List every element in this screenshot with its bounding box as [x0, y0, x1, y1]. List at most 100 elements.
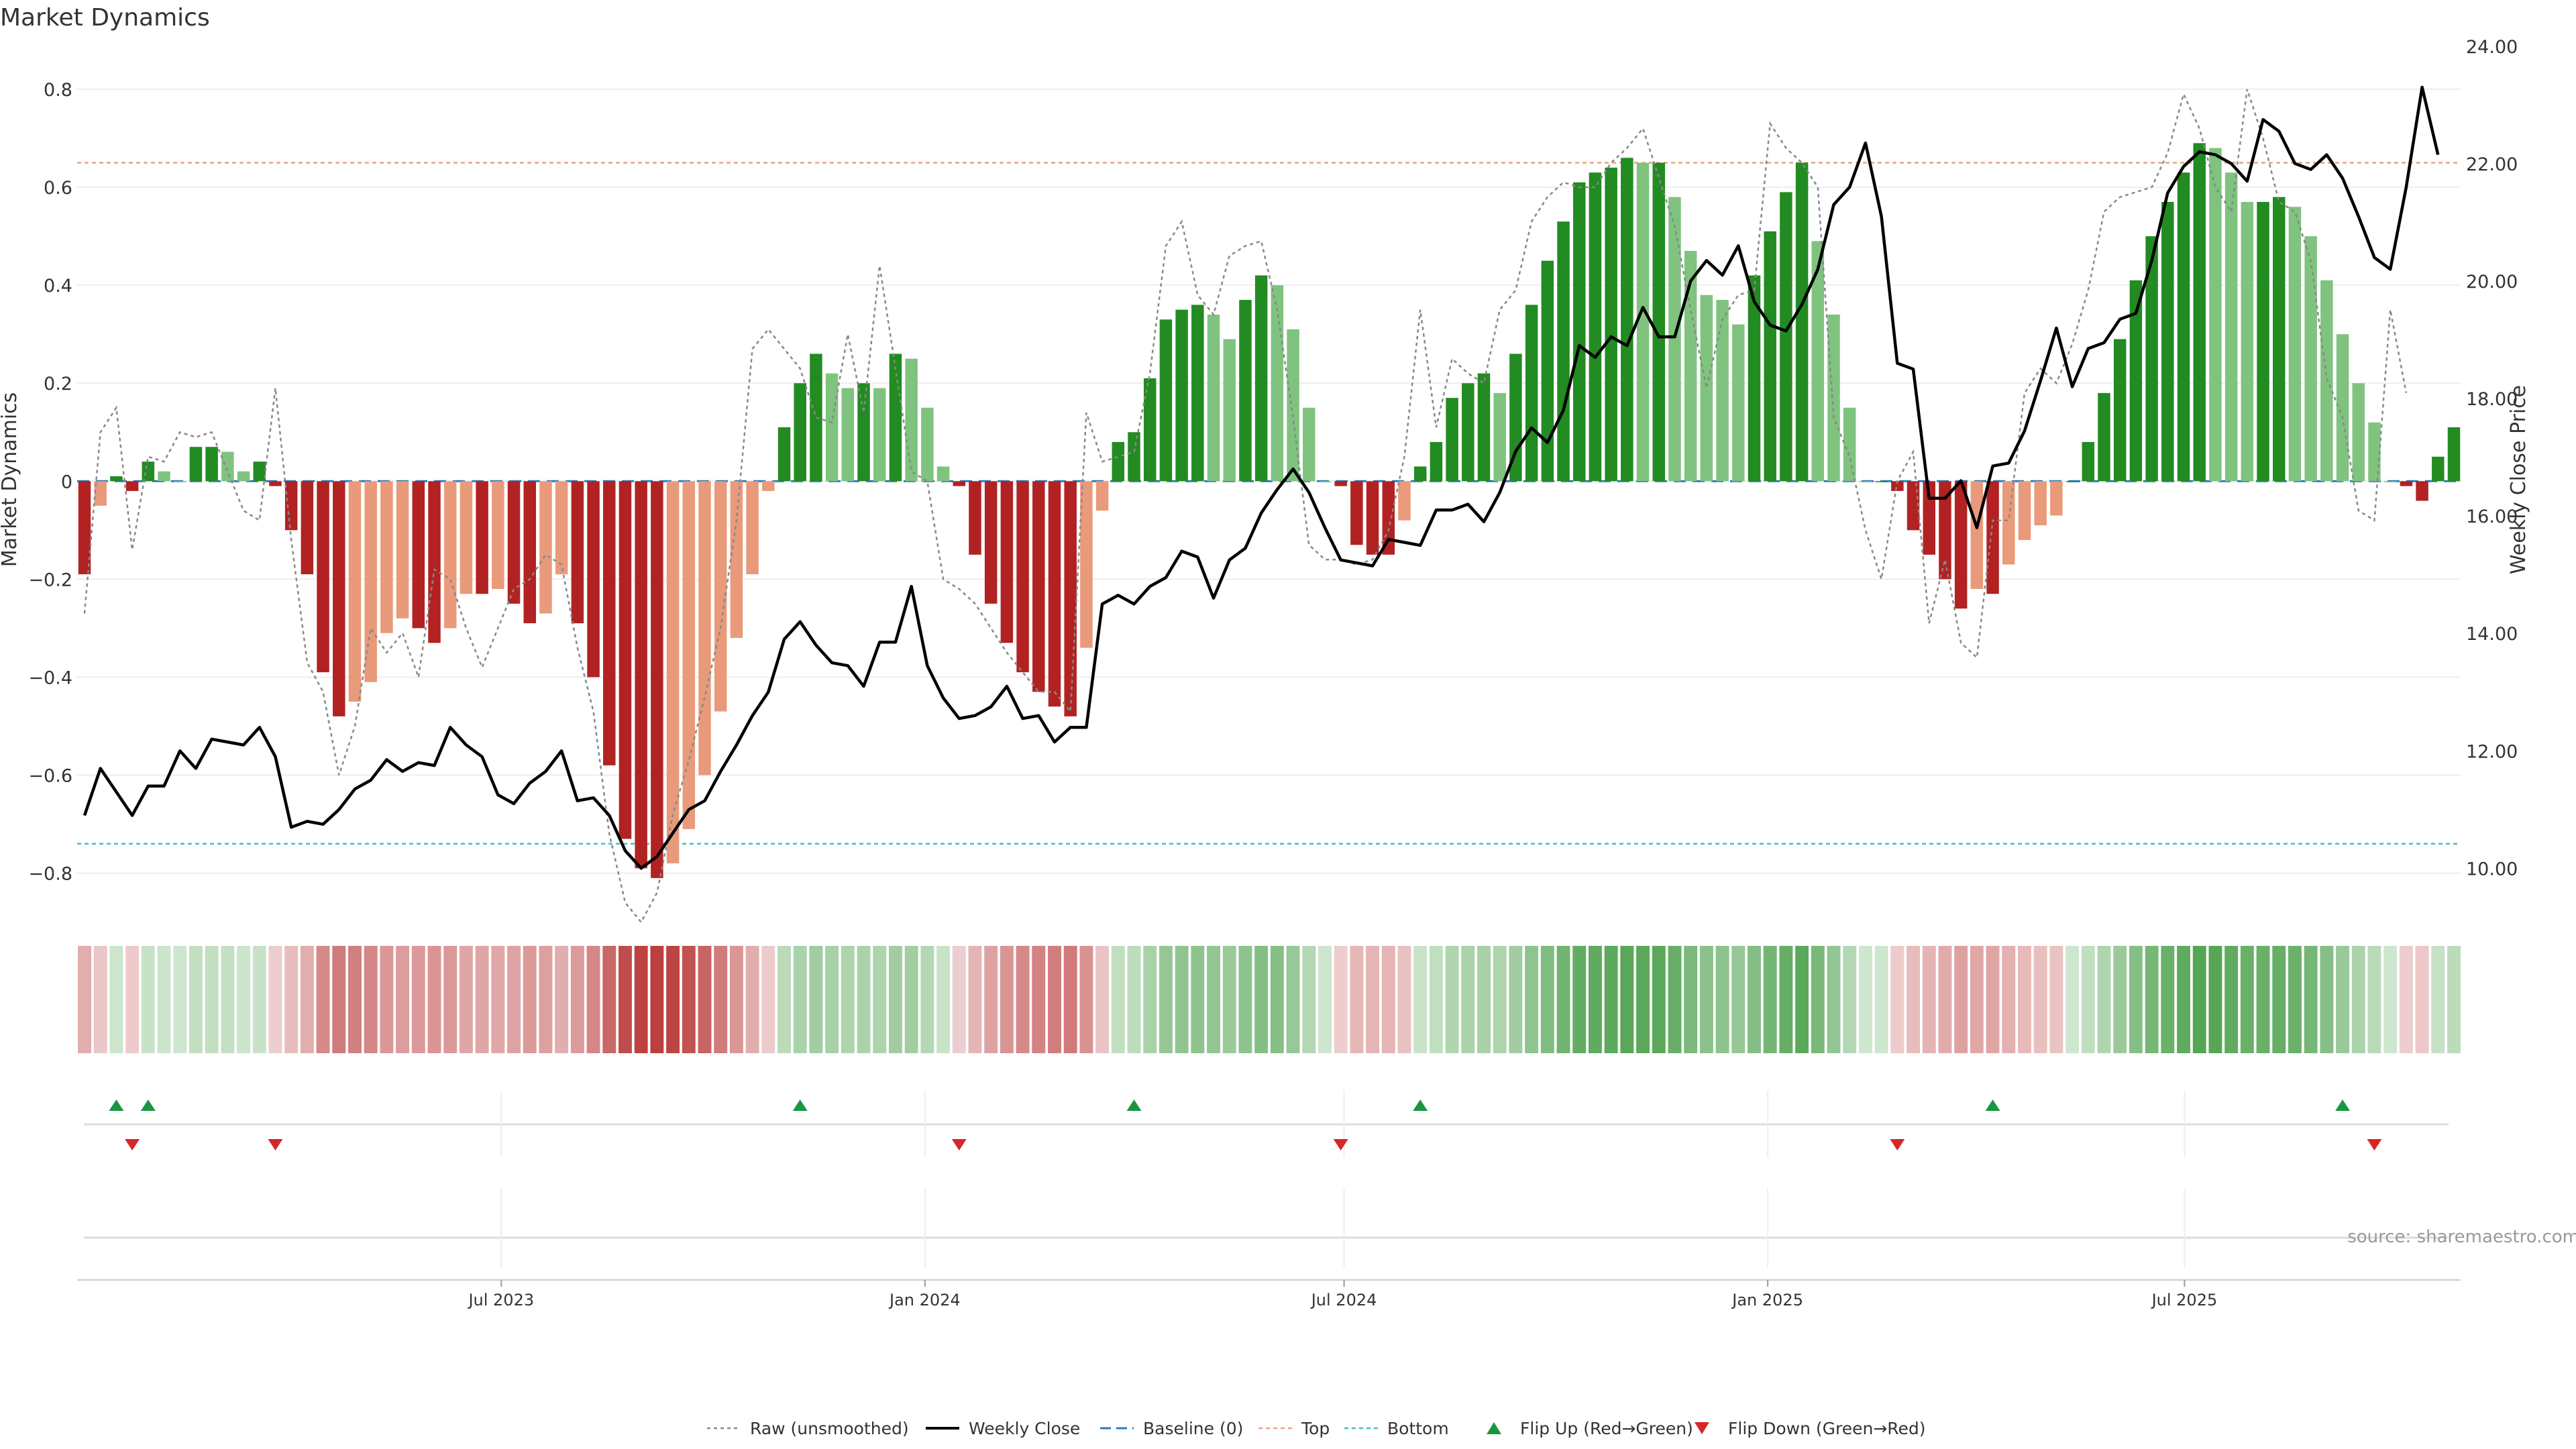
- dynamics-bar: [1159, 319, 1173, 482]
- heat-strip-cell: [1175, 946, 1189, 1053]
- y2-axis-label: Weekly Close Price: [2507, 385, 2530, 574]
- heat-strip-cell: [2336, 946, 2350, 1053]
- heat-strip-cell: [619, 946, 632, 1053]
- dynamics-bar: [905, 358, 918, 482]
- heat-strip-cell: [634, 946, 648, 1053]
- y2-tick-label: 12.00: [2466, 741, 2518, 762]
- dynamics-bar: [1239, 300, 1252, 482]
- heat-strip-cell: [1032, 946, 1046, 1053]
- legend-item: Raw (unsmoothed): [707, 1419, 909, 1438]
- heat-strip-cell: [2367, 946, 2381, 1053]
- heat-strip-cell: [650, 946, 664, 1053]
- heat-strip-cell: [1907, 946, 1920, 1053]
- y2-tick-label: 14.00: [2466, 624, 2518, 645]
- dynamics-bar: [1223, 339, 1236, 482]
- heat-strip-cell: [205, 946, 219, 1053]
- heat-strip-cell: [2431, 946, 2445, 1053]
- dynamics-bar: [1382, 481, 1395, 555]
- dynamics-bar: [396, 481, 409, 619]
- heat-strip-cell: [2065, 946, 2080, 1053]
- heat-strip-cell: [93, 946, 107, 1053]
- raw-unsmoothed-line: [83, 89, 2408, 924]
- dynamics-bar: [2383, 481, 2397, 482]
- dynamics-bar: [953, 481, 966, 486]
- legend-label: Bottom: [1387, 1419, 1449, 1438]
- dynamics-bar: [1175, 309, 1188, 482]
- dynamics-bar: [142, 462, 155, 482]
- dynamics-bar: [1350, 481, 1363, 545]
- heat-strip-cell: [1748, 946, 1761, 1053]
- dynamics-bar: [1287, 329, 1299, 482]
- dynamics-bar: [2336, 334, 2349, 482]
- y-tick-label: 0.2: [44, 374, 72, 394]
- heat-strip-cell: [157, 946, 171, 1053]
- legend-flip-down-swatch: [1695, 1422, 1709, 1434]
- dynamics-bar: [857, 383, 870, 482]
- heat-strip-cell: [1938, 946, 1952, 1053]
- dynamics-bar: [158, 471, 170, 482]
- y2-tick-label: 18.00: [2466, 389, 2518, 410]
- dynamics-bar: [2304, 236, 2317, 482]
- heat-strip-cell: [2415, 946, 2429, 1053]
- heat-strip-cell: [221, 946, 235, 1053]
- dynamics-bar: [364, 481, 377, 682]
- chart-legend: Raw (unsmoothed) Weekly Close Baseline (0)…: [707, 1419, 1926, 1438]
- dynamics-bar: [873, 388, 886, 482]
- heat-strip-cell: [507, 946, 521, 1053]
- heat-strip-cell: [920, 946, 934, 1053]
- heat-strip-cell: [523, 946, 537, 1053]
- heat-strip-cell: [1699, 946, 1713, 1053]
- heat-strip-cell: [1715, 946, 1729, 1053]
- legend-label: Top: [1301, 1419, 1330, 1438]
- heat-strip-cell: [1413, 946, 1428, 1053]
- heat-strip-cell: [1477, 946, 1491, 1053]
- reference-lines: [77, 162, 2461, 845]
- x-tick-label: Jul 2023: [467, 1291, 534, 1309]
- dynamics-bar: [969, 481, 981, 555]
- x-axis-ticks: Jul 2023 Jan 2024 Jul 2024 Jan 2025 Jul 2025: [467, 1280, 2217, 1309]
- chart-title: Market Dynamics: [0, 4, 210, 32]
- dynamics-bar: [1525, 305, 1538, 482]
- flip-down-marker: [2367, 1139, 2382, 1150]
- heat-strip-cell: [1986, 946, 2000, 1053]
- dynamics-bar: [1843, 407, 1856, 482]
- heat-strip-cell: [1207, 946, 1220, 1053]
- dynamics-bar: [94, 481, 107, 506]
- dynamics-bar: [1446, 398, 1458, 482]
- dynamics-bar: [333, 481, 345, 716]
- flip-up-marker: [140, 1099, 156, 1111]
- heat-strip-cell: [316, 946, 330, 1053]
- heat-strip-cell: [1493, 946, 1507, 1053]
- weekly-close-line: [83, 85, 2440, 870]
- heat-strip-cell: [459, 946, 473, 1053]
- x-tick-label: Jan 2025: [1731, 1291, 1803, 1309]
- dynamics-bar: [78, 481, 91, 575]
- heat-strip-cell: [1763, 946, 1777, 1053]
- dynamics-bar: [1652, 162, 1666, 482]
- heat-strip-cell: [2177, 946, 2190, 1053]
- heat-strip-cell: [1525, 946, 1539, 1053]
- heat-strip-cell: [602, 946, 616, 1053]
- dynamics-bar: [1939, 481, 1951, 580]
- heat-strip-cell: [2033, 946, 2047, 1053]
- heat-strip-cell: [1302, 946, 1316, 1053]
- dynamics-bar: [1143, 378, 1157, 482]
- dynamics-bar: [651, 481, 663, 878]
- heat-strip-cell: [2081, 946, 2095, 1053]
- y-axis-label: Market Dynamics: [0, 392, 21, 568]
- heat-strip-cell: [1238, 946, 1252, 1053]
- dynamics-bar: [1748, 275, 1761, 482]
- heat-strip-cell: [1922, 946, 1936, 1053]
- heat-strip-cell: [777, 946, 791, 1053]
- heat-strip-cell: [2192, 946, 2206, 1053]
- heat-strip-cell: [1286, 946, 1300, 1053]
- dynamics-bar: [2400, 481, 2413, 486]
- dynamics-bar: [1366, 481, 1379, 555]
- heat-strip-cell: [1858, 946, 1872, 1053]
- dynamics-bar: [2320, 280, 2333, 482]
- heat-strip-cell: [1016, 946, 1030, 1053]
- heat-strip-cell: [252, 946, 266, 1053]
- dynamics-bar: [2432, 456, 2445, 482]
- dynamics-bar: [794, 383, 806, 482]
- legend-label: Baseline (0): [1143, 1419, 1243, 1438]
